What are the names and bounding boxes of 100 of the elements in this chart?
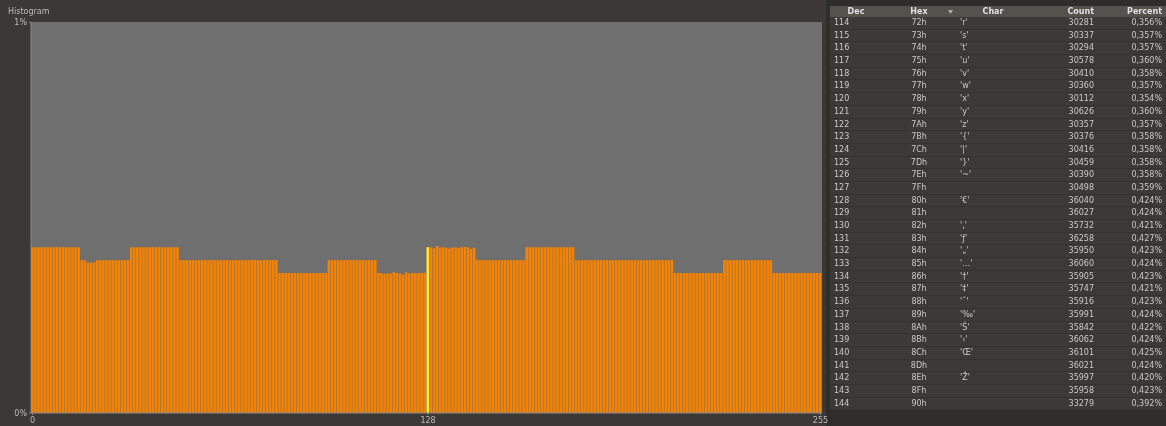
bar bbox=[343, 260, 346, 413]
bar bbox=[176, 247, 179, 413]
bar bbox=[306, 273, 309, 413]
bar bbox=[621, 260, 624, 413]
bar bbox=[590, 260, 593, 413]
bar bbox=[210, 260, 213, 413]
bar bbox=[102, 260, 105, 413]
bar bbox=[71, 247, 74, 413]
bar bbox=[142, 247, 145, 413]
bar bbox=[352, 260, 355, 413]
bar bbox=[411, 273, 414, 413]
bar bbox=[686, 273, 689, 413]
bar bbox=[139, 247, 142, 413]
bar bbox=[241, 260, 244, 413]
bar bbox=[757, 260, 760, 413]
bar bbox=[284, 273, 287, 413]
bar bbox=[312, 273, 315, 413]
bar bbox=[318, 273, 321, 413]
bar bbox=[482, 260, 485, 413]
bar bbox=[173, 247, 176, 413]
bar bbox=[580, 260, 584, 413]
bar bbox=[553, 247, 556, 413]
bar bbox=[43, 247, 46, 413]
bar bbox=[448, 248, 451, 413]
bar bbox=[423, 272, 427, 413]
bar bbox=[445, 247, 448, 413]
bar bbox=[417, 273, 420, 413]
bar bbox=[108, 260, 111, 413]
bar bbox=[68, 247, 71, 413]
bar bbox=[386, 273, 389, 413]
bar bbox=[661, 260, 664, 413]
bar bbox=[655, 260, 658, 413]
bar bbox=[550, 247, 553, 413]
x-tick-label: 0 bbox=[30, 415, 36, 425]
y-tick-label: 0% bbox=[14, 408, 28, 418]
bar bbox=[451, 247, 454, 413]
bar bbox=[766, 260, 769, 413]
bar bbox=[272, 260, 275, 413]
bar bbox=[488, 260, 491, 413]
bar bbox=[788, 273, 791, 413]
bar bbox=[652, 260, 655, 413]
bar bbox=[519, 260, 522, 413]
bar bbox=[491, 260, 494, 413]
bar bbox=[624, 260, 627, 413]
bar bbox=[754, 260, 757, 413]
bar bbox=[346, 260, 349, 413]
bar bbox=[485, 260, 488, 413]
bar bbox=[516, 260, 519, 413]
x-tick-label: 128 bbox=[420, 415, 436, 425]
bar bbox=[760, 260, 763, 413]
bar bbox=[37, 247, 40, 413]
bar bbox=[547, 247, 550, 413]
bar bbox=[420, 273, 423, 413]
bar bbox=[204, 260, 207, 413]
bar bbox=[559, 247, 562, 413]
bar bbox=[136, 247, 139, 413]
bar bbox=[584, 260, 587, 413]
bar bbox=[170, 247, 173, 413]
bar bbox=[349, 260, 352, 413]
bar bbox=[213, 260, 216, 413]
bar bbox=[800, 273, 803, 413]
bar bbox=[695, 273, 698, 413]
bar bbox=[250, 260, 253, 413]
bar bbox=[40, 247, 43, 413]
bar bbox=[769, 260, 773, 413]
bar bbox=[281, 273, 284, 413]
bar bbox=[692, 273, 695, 413]
bar bbox=[275, 260, 278, 413]
bar bbox=[723, 260, 726, 413]
bar bbox=[689, 273, 692, 413]
bar bbox=[111, 260, 114, 413]
bar bbox=[454, 247, 457, 413]
bar bbox=[525, 247, 528, 413]
bar bbox=[414, 273, 417, 413]
bar bbox=[556, 247, 559, 413]
bar bbox=[74, 247, 77, 413]
bar bbox=[513, 260, 516, 413]
bar bbox=[457, 248, 460, 413]
bar bbox=[729, 260, 732, 413]
bar bbox=[383, 273, 386, 413]
bar bbox=[791, 273, 794, 413]
bar bbox=[479, 260, 482, 413]
bar bbox=[732, 260, 735, 413]
bar bbox=[726, 260, 729, 413]
bar bbox=[797, 273, 800, 413]
table-panel: Dec Hex Char Count Percent 114 72h 'r' 30281 0,356% 115 73h 's' 30337 0,357% 116 74h 't' 30294 0,357% 117 75h 'u' 30578 0,360% 118 76h 'v' 30410 0,358% 119 77h 'w' 30360 0,357% 120 78h 'x' 30112 0,354% 121 79h 'y' 30626 0,360% 122 7Ah 'z' 30357 0,357% 123 7Bh '{' 30376 0,358% 124 7Ch '|' 30416 0,358% 125 7Dh '}' 30459 0,358% 126 7Eh '~' 30390 0,358% 127 7Fh 30498 0,359% 128 80h '€' 36040 0,424% 129 81h 36027 0,424% 130 82h '‚' 35732 0,421% 131 83h 'ƒ' 36258 0,427% 132 84h '„' 35950 0,423% 133 85h '…' 36060 0,424% 134 86h '†' 35905 0,423% 135 87h '‡' 35747 0,421% 136 88h 'ˆ' 35916 0,423% 137 89h '‰' 35991 0,424% 138 8Ah 'Š' 35842 0,422% 139 8Bh '‹' 36062 0,424% 140 8Ch 'Œ' 36101 0,425% 141 8Dh 36021 0,424% 142 8Eh 'Ž' 35997 0,420% 143 8Fh 35958 0,423% 144 90h 33279 0,392% bbox=[830, 6, 1166, 411]
bar bbox=[794, 273, 797, 413]
bar bbox=[216, 260, 219, 413]
bar bbox=[587, 260, 590, 413]
bar bbox=[77, 247, 80, 413]
bar bbox=[145, 247, 148, 413]
bar bbox=[380, 273, 383, 413]
bar bbox=[247, 260, 250, 413]
bar bbox=[105, 260, 108, 413]
table-header: Dec Hex Char Count Percent bbox=[830, 6, 1166, 17]
bar bbox=[763, 260, 766, 413]
chart-title: Histogram bbox=[8, 7, 50, 16]
bar bbox=[309, 273, 312, 413]
bar bbox=[698, 273, 702, 413]
x-tick-label: 255 bbox=[812, 415, 829, 425]
